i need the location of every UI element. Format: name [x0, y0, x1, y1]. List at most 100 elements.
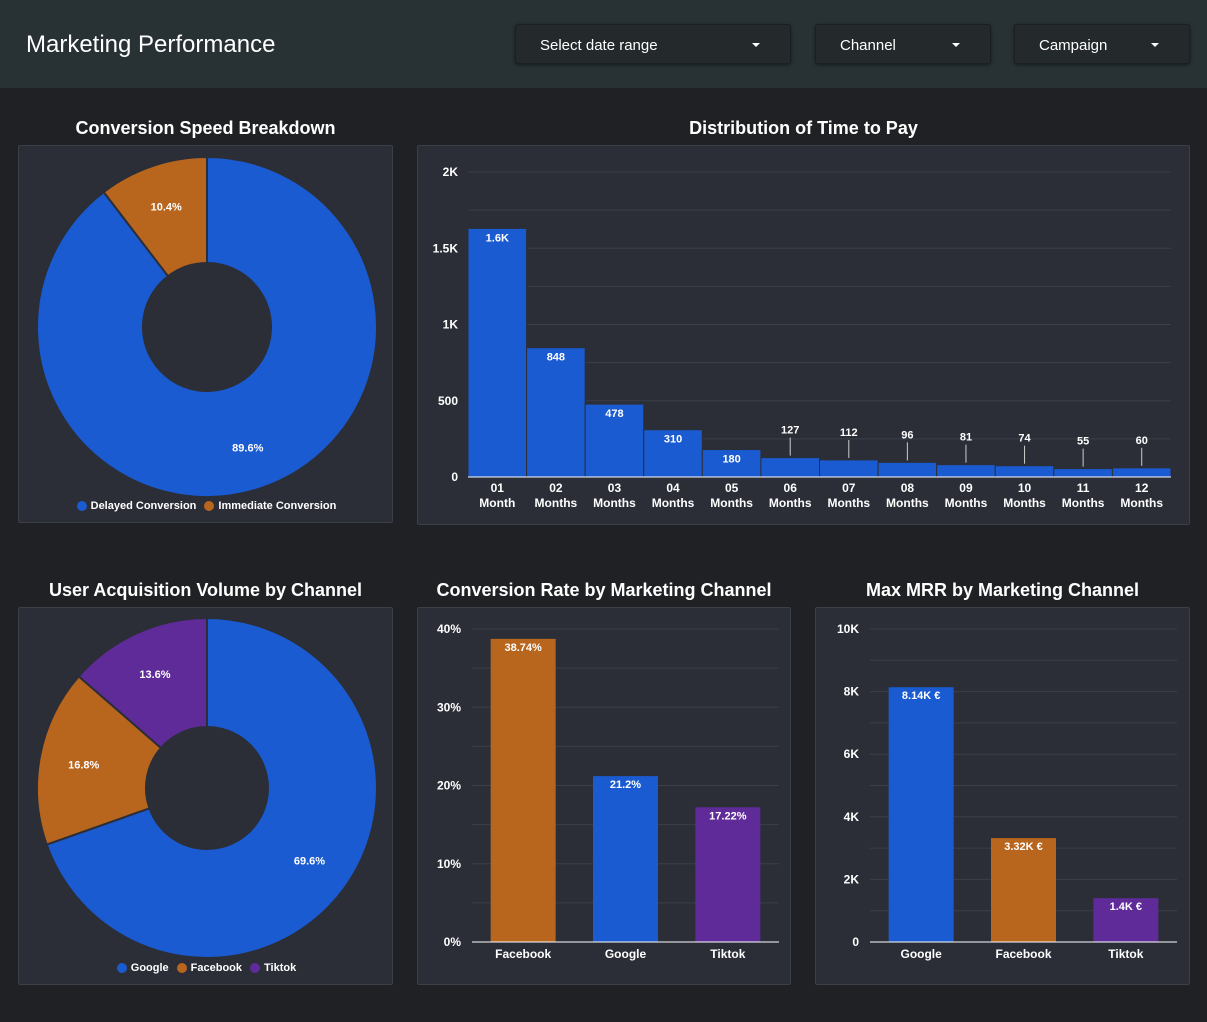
legend-label: Tiktok	[264, 962, 297, 974]
bar-month-1[interactable]	[467, 227, 528, 478]
legend-label: Delayed Conversion	[90, 500, 197, 512]
x-tick-label: Months	[769, 496, 812, 510]
date-range-label: Select date range	[540, 37, 658, 54]
bar-month-11[interactable]	[1053, 468, 1113, 478]
bar-value-label: 60	[1136, 435, 1148, 447]
legend-item[interactable]: Facebook	[176, 962, 243, 974]
x-tick-label: 01	[491, 481, 505, 495]
x-tick-label: 04	[666, 481, 680, 495]
pie-slice-label: 89.6%	[232, 442, 263, 454]
legend-item[interactable]: Immediate Conversion	[204, 500, 336, 512]
x-tick-label: Months	[1003, 496, 1046, 510]
bar-value-label: 21.2%	[610, 779, 641, 791]
bar-facebook[interactable]	[490, 638, 556, 942]
bar-value-label: 478	[605, 408, 623, 420]
max-mrr-chart: 0 2K 4K 6K 8K 10K 8.14K € Google 3.32K € Facebook…	[837, 622, 1177, 961]
conversion-rate-chart: 0% 10% 20% 30% 40% 38.74% Facebook 21.2% Google 1…	[437, 622, 779, 961]
header-bar: Marketing Performance Select date range …	[0, 0, 1207, 88]
pie-slice-label: 69.6%	[294, 855, 325, 867]
chevron-down-icon	[952, 43, 960, 47]
bar-google[interactable]	[593, 776, 658, 942]
x-tick-label: Months	[827, 496, 870, 510]
y-tick-label: 500	[438, 394, 458, 408]
x-tick-label: Tiktok	[1108, 947, 1143, 961]
conversion-rate-title: Conversion Rate by Marketing Channel	[436, 580, 772, 600]
bar-value-label: 74	[1018, 433, 1031, 445]
bar-tiktok[interactable]	[695, 807, 761, 942]
bar-value-label: 38.74%	[505, 642, 543, 654]
legend-swatch	[250, 963, 261, 973]
bar-value-label: 180	[722, 454, 740, 466]
x-tick-label: 10	[1018, 481, 1032, 495]
legend-swatch	[204, 501, 215, 511]
campaign-label: Campaign	[1039, 37, 1108, 54]
x-tick-label: Google	[605, 947, 647, 961]
x-tick-label: Months	[652, 496, 695, 510]
campaign-dropdown[interactable]: Campaign	[1014, 24, 1190, 64]
x-tick-label: 11	[1077, 481, 1090, 495]
pie-slice-delayed-conversion[interactable]	[36, 155, 378, 498]
legend-item[interactable]: Tiktok	[250, 962, 296, 974]
x-tick-label: Tiktok	[710, 947, 745, 961]
chevron-down-icon	[752, 43, 760, 47]
bar-month-9[interactable]	[936, 464, 996, 478]
channel-dropdown[interactable]: Channel	[815, 24, 991, 64]
legend-item[interactable]: Google	[116, 962, 169, 974]
bar-value-label: 1.4K €	[1110, 901, 1142, 913]
acquisition-volume-title: User Acquisition Volume by Channel	[48, 580, 363, 600]
legend-item[interactable]: Delayed Conversion	[76, 500, 197, 512]
y-tick-label: 20%	[437, 779, 461, 793]
y-tick-label: 30%	[437, 700, 461, 714]
bar-month-3[interactable]	[584, 403, 645, 478]
legend-label: Google	[130, 962, 169, 974]
bar-month-12[interactable]	[1111, 467, 1172, 478]
x-tick-label: Facebook	[995, 947, 1051, 961]
bar-value-label: 127	[781, 425, 799, 437]
acquisition-volume-legend: Google Facebook Tiktok	[19, 962, 394, 974]
y-tick-label: 1.5K	[433, 241, 459, 255]
time-to-pay-title: Distribution of Time to Pay	[689, 118, 918, 138]
y-tick-label: 10K	[837, 622, 859, 636]
bar-tiktok[interactable]	[1093, 898, 1159, 942]
x-tick-label: 05	[725, 481, 739, 495]
bar-value-label: 112	[840, 427, 858, 439]
x-tick-label: Months	[1120, 496, 1163, 510]
x-tick-label: Months	[535, 496, 578, 510]
bar-value-label: 96	[901, 429, 913, 441]
bar-month-6[interactable]	[760, 457, 820, 478]
max-mrr-title: Max MRR by Marketing Channel	[865, 580, 1140, 600]
x-tick-label: 06	[784, 481, 798, 495]
bar-month-4[interactable]	[643, 429, 703, 478]
conversion-rate-panel: 0% 10% 20% 30% 40% 38.74% Facebook 21.2% Google 1…	[417, 607, 791, 985]
x-tick-label: 12	[1135, 481, 1149, 495]
conversion-speed-title: Conversion Speed Breakdown	[75, 118, 336, 138]
bar-google[interactable]	[888, 687, 954, 942]
bar-facebook[interactable]	[991, 838, 1056, 942]
bar-month-10[interactable]	[994, 465, 1055, 478]
bar-month-2[interactable]	[526, 347, 586, 478]
legend-swatch	[76, 501, 87, 511]
y-tick-label: 10%	[437, 857, 461, 871]
bar-value-label: 848	[547, 352, 565, 364]
x-tick-label: Months	[886, 496, 929, 510]
y-tick-label: 6K	[844, 747, 860, 761]
x-tick-label: 03	[608, 481, 622, 495]
date-range-dropdown[interactable]: Select date range	[515, 24, 791, 64]
legend-label: Facebook	[190, 962, 243, 974]
legend-label: Immediate Conversion	[218, 500, 337, 512]
pie-slice-label: 16.8%	[68, 759, 99, 771]
y-tick-label: 8K	[844, 685, 860, 699]
time-to-pay-panel: 0 500 1K 1.5K 2K 1.6K 01 Month 848 02 Months 478 03 M…	[417, 145, 1190, 525]
x-tick-label: Google	[900, 947, 942, 961]
bar-month-8[interactable]	[877, 461, 938, 478]
y-tick-label: 0	[852, 935, 859, 949]
channel-label: Channel	[840, 37, 896, 54]
donut-hole	[146, 727, 268, 849]
legend-swatch	[116, 963, 127, 973]
x-tick-label: Months	[593, 496, 636, 510]
bar-value-label: 81	[960, 432, 972, 444]
x-tick-label: Months	[945, 496, 988, 510]
bar-month-7[interactable]	[819, 459, 879, 478]
x-tick-label: 07	[842, 481, 856, 495]
acquisition-volume-panel: 69.6% 16.8% 13.6% Google Facebook Tiktok	[18, 607, 393, 985]
